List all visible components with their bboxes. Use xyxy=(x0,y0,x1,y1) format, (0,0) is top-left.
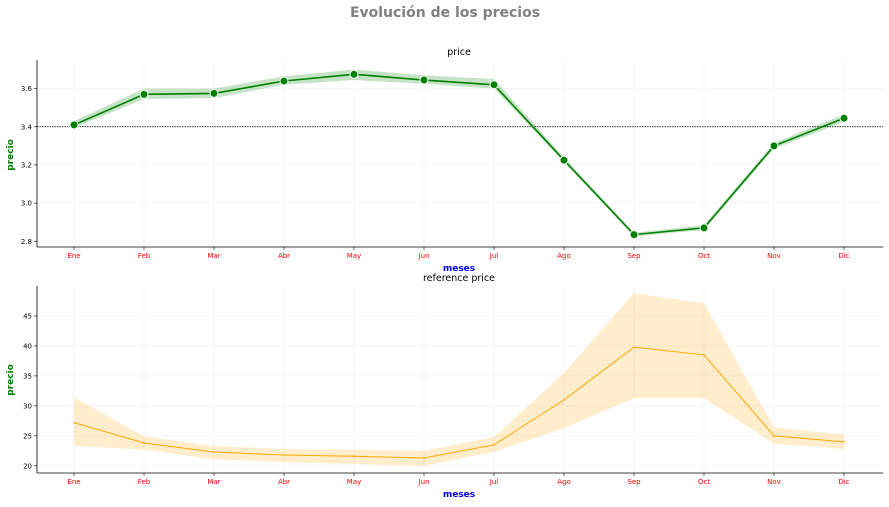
reference-price-ci-area xyxy=(74,293,844,466)
price-x-tick-label-abr: Abr xyxy=(278,252,290,260)
reference-price-axes xyxy=(36,286,883,474)
reference-price-x-tick-label-ene: Ene xyxy=(67,478,80,486)
price-chart: 2.8 3.0 3.2 3.4 3.6 Ene Feb Mar Abr May Jun Jul Ago… xyxy=(6,47,883,274)
reference-price-line xyxy=(73,346,845,459)
price-y-tick-label: 3.0 xyxy=(21,200,32,208)
price-x-tick-label-mar: Mar xyxy=(207,252,220,260)
price-chart-title: price xyxy=(447,47,471,58)
reference-price-confidence-band xyxy=(74,293,844,466)
reference-price-point-abr xyxy=(283,454,285,456)
reference-price-series-line xyxy=(73,346,845,459)
reference-price-point-dic xyxy=(843,441,845,443)
price-point-feb xyxy=(139,89,149,99)
price-point-dic xyxy=(839,113,849,123)
reference-price-point-ago xyxy=(563,399,565,401)
reference-price-x-tick-label-mar: Mar xyxy=(207,478,220,486)
price-x-tick-label-ene: Ene xyxy=(67,252,80,260)
price-point-jun xyxy=(419,75,429,85)
reference-price-x-tick-label-feb: Feb xyxy=(138,478,151,486)
price-point-ago xyxy=(559,155,569,165)
reference-price-point-may xyxy=(353,455,355,458)
reference-price-x-tick-label-nov: Nov xyxy=(767,478,781,486)
price-series-line xyxy=(73,73,845,236)
price-axes xyxy=(36,60,883,248)
price-x-tick-label-oct: Oct xyxy=(698,252,710,260)
price-point-ene xyxy=(69,120,79,130)
price-x-tick-label-nov: Nov xyxy=(767,252,781,260)
price-x-tick-label-jul: Jul xyxy=(489,252,499,260)
figure-suptitle: Evolución de los precios xyxy=(350,5,540,21)
price-point-abr xyxy=(279,76,289,86)
price-point-jul xyxy=(489,80,499,90)
price-x-tick-label-jun: Jun xyxy=(418,252,430,260)
reference-price-y-tick-label: 20 xyxy=(23,462,32,470)
reference-price-y-axis-label: precio xyxy=(6,364,16,396)
price-point-may xyxy=(349,69,359,79)
reference-price-grid xyxy=(37,286,883,473)
price-point-mar xyxy=(209,88,219,98)
price-point-sep xyxy=(629,230,639,240)
price-point-oct xyxy=(699,223,709,233)
price-points xyxy=(69,69,849,240)
reference-price-x-ticks: Ene Feb Mar Abr May Jun Jul Ago Sep Oct Nov Dic xyxy=(67,473,850,486)
price-x-axis-label: meses xyxy=(443,264,475,274)
reference-price-chart: 20 25 30 35 40 45 Ene Feb Mar Abr May Jun Jul Ago Sep… xyxy=(6,273,883,500)
reference-price-y-tick-label: 35 xyxy=(23,372,32,380)
reference-price-y-tick-label: 45 xyxy=(23,312,32,320)
reference-price-x-axis-label: meses xyxy=(443,490,475,500)
reference-price-x-tick-label-abr: Abr xyxy=(278,478,290,486)
price-x-tick-label-ago: Ago xyxy=(557,252,571,260)
reference-price-point-ene xyxy=(73,421,75,424)
reference-price-y-tick-label: 25 xyxy=(23,432,32,440)
reference-price-chart-title: reference price xyxy=(423,273,495,284)
price-y-axis-label: precio xyxy=(6,139,16,171)
price-point-nov xyxy=(769,141,779,151)
reference-price-x-tick-label-jul: Jul xyxy=(489,478,499,486)
price-x-tick-label-may: May xyxy=(347,252,361,260)
reference-price-point-oct xyxy=(703,354,705,356)
price-grid xyxy=(37,60,883,247)
reference-price-x-tick-label-jun: Jun xyxy=(418,478,430,486)
price-line xyxy=(73,73,845,236)
reference-price-x-tick-label-ago: Ago xyxy=(557,478,571,486)
reference-price-point-sep xyxy=(633,346,635,348)
price-y-tick-label: 3.2 xyxy=(21,161,32,169)
price-x-tick-label-dic: Dic xyxy=(838,252,849,260)
reference-price-point-jun xyxy=(423,457,425,459)
reference-price-y-tick-label: 30 xyxy=(23,402,32,410)
price-confidence-band xyxy=(74,69,844,237)
price-y-tick-label: 3.6 xyxy=(21,85,33,93)
price-x-tick-label-feb: Feb xyxy=(138,252,151,260)
reference-price-y-ticks: 20 25 30 35 40 45 xyxy=(23,312,37,470)
price-x-tick-label-sep: Sep xyxy=(627,252,641,260)
reference-price-points xyxy=(73,346,845,459)
reference-price-point-jul xyxy=(493,444,495,446)
price-ci-area xyxy=(74,69,844,237)
reference-price-x-tick-label-dic: Dic xyxy=(838,478,849,486)
reference-price-x-tick-label-sep: Sep xyxy=(627,478,641,486)
reference-price-point-nov xyxy=(773,435,775,437)
reference-price-y-tick-label: 40 xyxy=(23,342,32,350)
reference-price-point-feb xyxy=(143,442,145,444)
price-y-tick-label: 3.4 xyxy=(21,123,33,131)
price-y-ticks: 2.8 3.0 3.2 3.4 3.6 xyxy=(21,85,37,246)
reference-price-x-tick-label-may: May xyxy=(347,478,361,486)
price-y-tick-label: 2.8 xyxy=(21,238,32,246)
price-x-ticks: Ene Feb Mar Abr May Jun Jul Ago Sep Oct Nov Dic xyxy=(67,247,850,260)
reference-price-x-tick-label-oct: Oct xyxy=(698,478,710,486)
reference-price-point-mar xyxy=(213,451,215,453)
